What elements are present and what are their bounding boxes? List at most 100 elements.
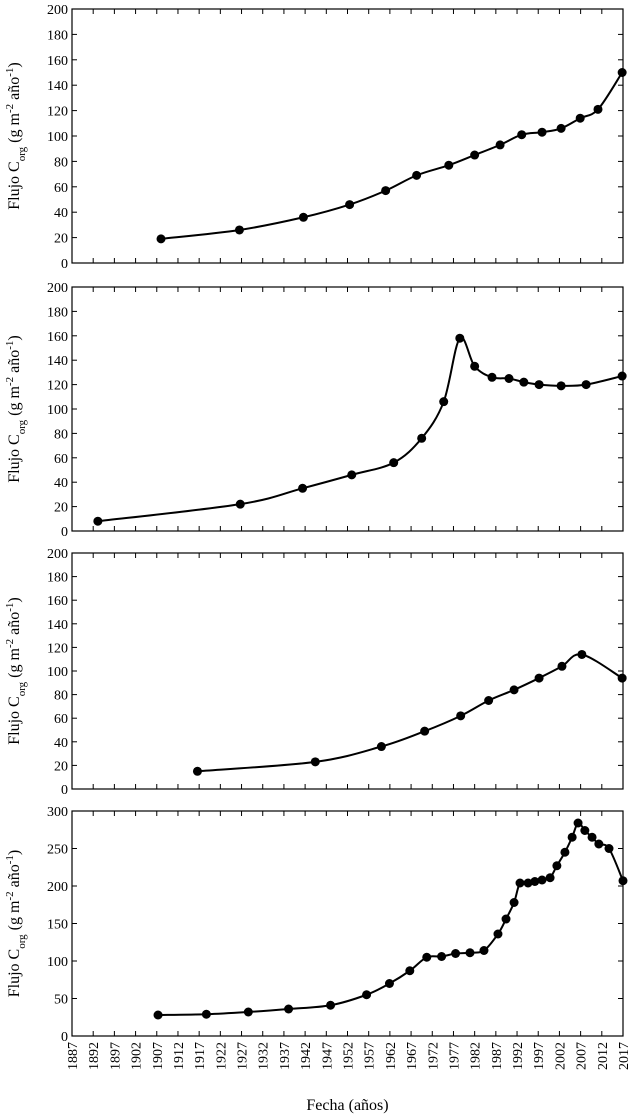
y-tick-label: 40 bbox=[54, 206, 68, 221]
data-line bbox=[97, 336, 623, 523]
plot-frame bbox=[71, 286, 624, 532]
y-tick-label: 80 bbox=[54, 689, 68, 704]
data-point bbox=[235, 499, 245, 509]
x-tick-label: 1977 bbox=[447, 1042, 462, 1070]
y-axis-label-part: (g m bbox=[6, 647, 23, 681]
data-point bbox=[384, 979, 394, 988]
x-tick-label: 1887 bbox=[66, 1042, 81, 1070]
y-axis-label-part: año bbox=[6, 612, 23, 639]
y-tick-label: 180 bbox=[47, 305, 68, 320]
y-axis-label-part: año bbox=[6, 77, 23, 104]
x-tick-label: 1952 bbox=[342, 1042, 357, 1070]
data-point bbox=[470, 150, 480, 160]
y-axis-label-part: año bbox=[6, 864, 23, 891]
data-point bbox=[444, 160, 454, 170]
data-point bbox=[417, 433, 427, 443]
data-line bbox=[160, 71, 623, 240]
y-tick-label: 120 bbox=[47, 641, 68, 656]
data-point bbox=[617, 673, 627, 683]
x-tick-label: 1897 bbox=[108, 1042, 123, 1070]
y-tick-label: 100 bbox=[47, 955, 68, 970]
data-point bbox=[537, 875, 547, 885]
y-tick-label: 300 bbox=[47, 805, 68, 820]
y-tick-label: 40 bbox=[54, 476, 68, 491]
data-point bbox=[234, 225, 244, 235]
data-point bbox=[493, 929, 503, 939]
x-tick-label: 2017 bbox=[617, 1042, 632, 1070]
x-tick-label: 1957 bbox=[363, 1042, 378, 1070]
plot-frame bbox=[71, 552, 624, 790]
y-axis-label-part: Flujo C bbox=[6, 161, 23, 209]
y-axis-label-part: Flujo C bbox=[6, 696, 23, 744]
data-point bbox=[465, 948, 475, 958]
y-axis-label: Flujo Corg (g m-2 año-1) bbox=[4, 850, 28, 998]
data-point bbox=[509, 685, 519, 695]
x-tick-label: 1997 bbox=[532, 1042, 547, 1070]
y-axis-label-part: -1 bbox=[4, 855, 16, 864]
data-point bbox=[581, 380, 591, 390]
x-tick-label: 1972 bbox=[426, 1042, 441, 1070]
data-point bbox=[389, 458, 399, 468]
y-axis-label-part: -2 bbox=[4, 891, 16, 900]
y-axis-label-part: ) bbox=[6, 62, 23, 67]
y-tick-label: 20 bbox=[54, 759, 68, 774]
data-point bbox=[310, 757, 320, 767]
x-tick-label: 1987 bbox=[490, 1042, 505, 1070]
data-point bbox=[523, 878, 533, 888]
y-axis-label: Flujo Corg (g m-2 año-1) bbox=[4, 62, 28, 210]
data-point bbox=[243, 1007, 253, 1017]
data-point bbox=[557, 661, 567, 671]
data-point bbox=[593, 104, 603, 114]
y-axis-label-part: -2 bbox=[4, 639, 16, 648]
x-tick-label: 1927 bbox=[236, 1042, 251, 1070]
y-axis-label-part: (g m bbox=[6, 385, 23, 419]
data-point bbox=[484, 696, 494, 705]
y-tick-label: 120 bbox=[47, 105, 68, 120]
x-tick-label: 2007 bbox=[575, 1042, 590, 1070]
data-point bbox=[456, 711, 466, 721]
x-tick-label: 1947 bbox=[320, 1042, 335, 1070]
y-tick-label: 200 bbox=[47, 281, 68, 296]
y-axis-label: Flujo Corg (g m-2 año-1) bbox=[4, 597, 28, 745]
data-point bbox=[575, 113, 585, 123]
data-point bbox=[556, 381, 566, 391]
y-axis-label-part: org bbox=[16, 419, 28, 434]
y-tick-label: 180 bbox=[47, 28, 68, 43]
y-axis-label-part: (g m bbox=[6, 112, 23, 146]
x-tick-label: 1917 bbox=[193, 1042, 208, 1070]
data-point bbox=[604, 844, 614, 853]
data-point bbox=[470, 361, 480, 371]
y-axis-label-part: org bbox=[16, 934, 28, 949]
data-point bbox=[451, 949, 461, 958]
data-point bbox=[534, 380, 544, 390]
x-tick-label: 1992 bbox=[511, 1042, 526, 1070]
data-point bbox=[362, 990, 372, 1000]
x-tick-label: 1912 bbox=[172, 1042, 187, 1070]
data-point bbox=[439, 397, 449, 407]
y-tick-label: 40 bbox=[54, 736, 68, 751]
y-tick-label: 200 bbox=[47, 547, 68, 562]
y-axis-label-part: ) bbox=[6, 597, 23, 602]
data-point bbox=[487, 372, 497, 382]
plot-frame bbox=[71, 810, 624, 1037]
y-axis-label-part: -2 bbox=[4, 377, 16, 386]
data-point bbox=[93, 516, 103, 526]
y-axis-label-part: año bbox=[6, 350, 23, 377]
y-axis-label-part: -1 bbox=[4, 68, 16, 77]
y-tick-label: 60 bbox=[54, 452, 68, 467]
data-point bbox=[495, 140, 505, 150]
data-line bbox=[197, 653, 623, 773]
data-point bbox=[517, 130, 527, 140]
y-axis-label-part: ) bbox=[6, 850, 23, 855]
y-tick-label: 150 bbox=[47, 918, 68, 933]
y-tick-label: 160 bbox=[47, 54, 68, 69]
y-tick-label: 180 bbox=[47, 571, 68, 586]
y-axis-label-part: -1 bbox=[4, 603, 16, 612]
x-tick-label: 1937 bbox=[278, 1042, 293, 1070]
data-point bbox=[552, 861, 562, 871]
y-tick-label: 50 bbox=[54, 993, 68, 1008]
y-tick-label: 200 bbox=[47, 880, 68, 895]
data-point bbox=[577, 649, 587, 659]
y-tick-label: 160 bbox=[47, 594, 68, 609]
